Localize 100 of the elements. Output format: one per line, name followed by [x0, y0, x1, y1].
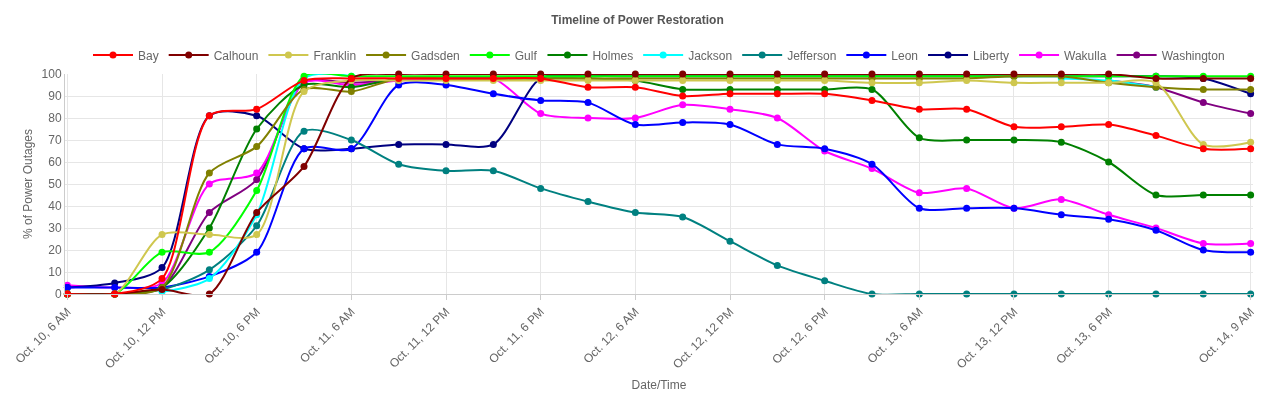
point	[253, 231, 261, 239]
point	[1105, 215, 1113, 223]
point	[537, 110, 545, 118]
point	[1057, 138, 1065, 146]
point	[300, 127, 308, 135]
y-tick-label: 30	[48, 221, 62, 236]
point	[347, 88, 355, 96]
point	[205, 266, 213, 274]
x-tick-label: Oct. 10, 12 PM	[101, 304, 169, 372]
y-tick-label: 90	[48, 89, 62, 104]
point	[1247, 239, 1255, 247]
point	[253, 169, 261, 177]
x-axis-title: Date/Time	[631, 378, 687, 393]
legend-label: Calhoun	[213, 48, 259, 63]
point	[1199, 246, 1207, 254]
point	[1247, 248, 1255, 256]
point	[1105, 158, 1113, 166]
legend-label: Wakulla	[1064, 48, 1107, 63]
point	[205, 231, 213, 239]
point	[915, 134, 923, 142]
point	[537, 184, 545, 192]
point	[442, 140, 450, 148]
point	[726, 105, 734, 113]
point	[158, 275, 166, 283]
point	[158, 264, 166, 272]
point	[205, 224, 213, 232]
point	[1247, 145, 1255, 153]
point	[679, 92, 687, 100]
x-tick-label: Oct. 13, 12 PM	[953, 304, 1021, 372]
point	[963, 204, 971, 212]
legend-label: Jackson	[688, 48, 733, 63]
point	[489, 167, 497, 175]
point	[584, 198, 592, 206]
point	[868, 79, 876, 87]
point	[821, 277, 829, 285]
point	[300, 162, 308, 170]
y-tick-label: 10	[48, 265, 62, 280]
x-tick-label: Oct. 12, 6 PM	[769, 304, 832, 367]
point	[726, 121, 734, 129]
x-tick-label: Oct. 14, 9 AM	[1195, 304, 1257, 367]
point	[631, 114, 639, 122]
point	[489, 90, 497, 98]
point	[584, 114, 592, 122]
point	[537, 96, 545, 104]
point	[868, 160, 876, 168]
point	[253, 105, 261, 113]
point	[442, 167, 450, 175]
point	[963, 136, 971, 144]
point	[1057, 79, 1065, 87]
point	[1105, 121, 1113, 129]
point	[679, 101, 687, 109]
point	[1057, 123, 1065, 131]
point	[963, 184, 971, 192]
point	[1247, 138, 1255, 146]
point	[1199, 85, 1207, 93]
legend-label: Franklin	[313, 48, 357, 63]
point	[915, 204, 923, 212]
x-tick-label: Oct. 13, 6 AM	[864, 304, 926, 367]
point	[631, 209, 639, 217]
chart-title: Timeline of Power Restoration	[551, 13, 724, 28]
legend-label: Gulf	[514, 48, 538, 63]
point	[584, 83, 592, 91]
point	[1010, 136, 1018, 144]
point	[205, 209, 213, 217]
x-tick-label: Oct. 11, 6 AM	[297, 304, 358, 366]
point	[253, 187, 261, 195]
legend-label: Liberty	[973, 48, 1010, 63]
point	[726, 90, 734, 98]
point	[1010, 79, 1018, 87]
point	[253, 143, 261, 151]
y-tick-label: 70	[48, 133, 62, 148]
legend-label: Washington	[1161, 48, 1225, 63]
y-axis-title: % of Power Outages	[20, 128, 35, 240]
point	[773, 114, 781, 122]
legend-label: Gadsden	[411, 48, 460, 63]
point	[773, 140, 781, 148]
x-tick-label: Oct. 11, 6 PM	[485, 304, 548, 367]
y-tick-label: 20	[48, 243, 62, 258]
legend-label: Leon	[891, 48, 919, 63]
y-tick-label: 60	[48, 155, 62, 170]
point	[1247, 191, 1255, 199]
y-tick-label: 80	[48, 111, 62, 126]
point	[631, 121, 639, 129]
point	[1199, 99, 1207, 107]
y-tick-label: 40	[48, 199, 62, 214]
point	[253, 222, 261, 230]
point	[773, 90, 781, 98]
point	[1057, 211, 1065, 219]
y-tick-label: 100	[41, 67, 62, 82]
point	[1247, 85, 1255, 93]
point	[1152, 191, 1160, 199]
point	[679, 118, 687, 126]
point	[158, 248, 166, 256]
point	[1199, 239, 1207, 247]
point	[679, 85, 687, 93]
point	[821, 90, 829, 98]
point	[205, 169, 213, 177]
y-tick-label: 50	[48, 177, 62, 192]
point	[253, 248, 261, 256]
point	[205, 248, 213, 256]
